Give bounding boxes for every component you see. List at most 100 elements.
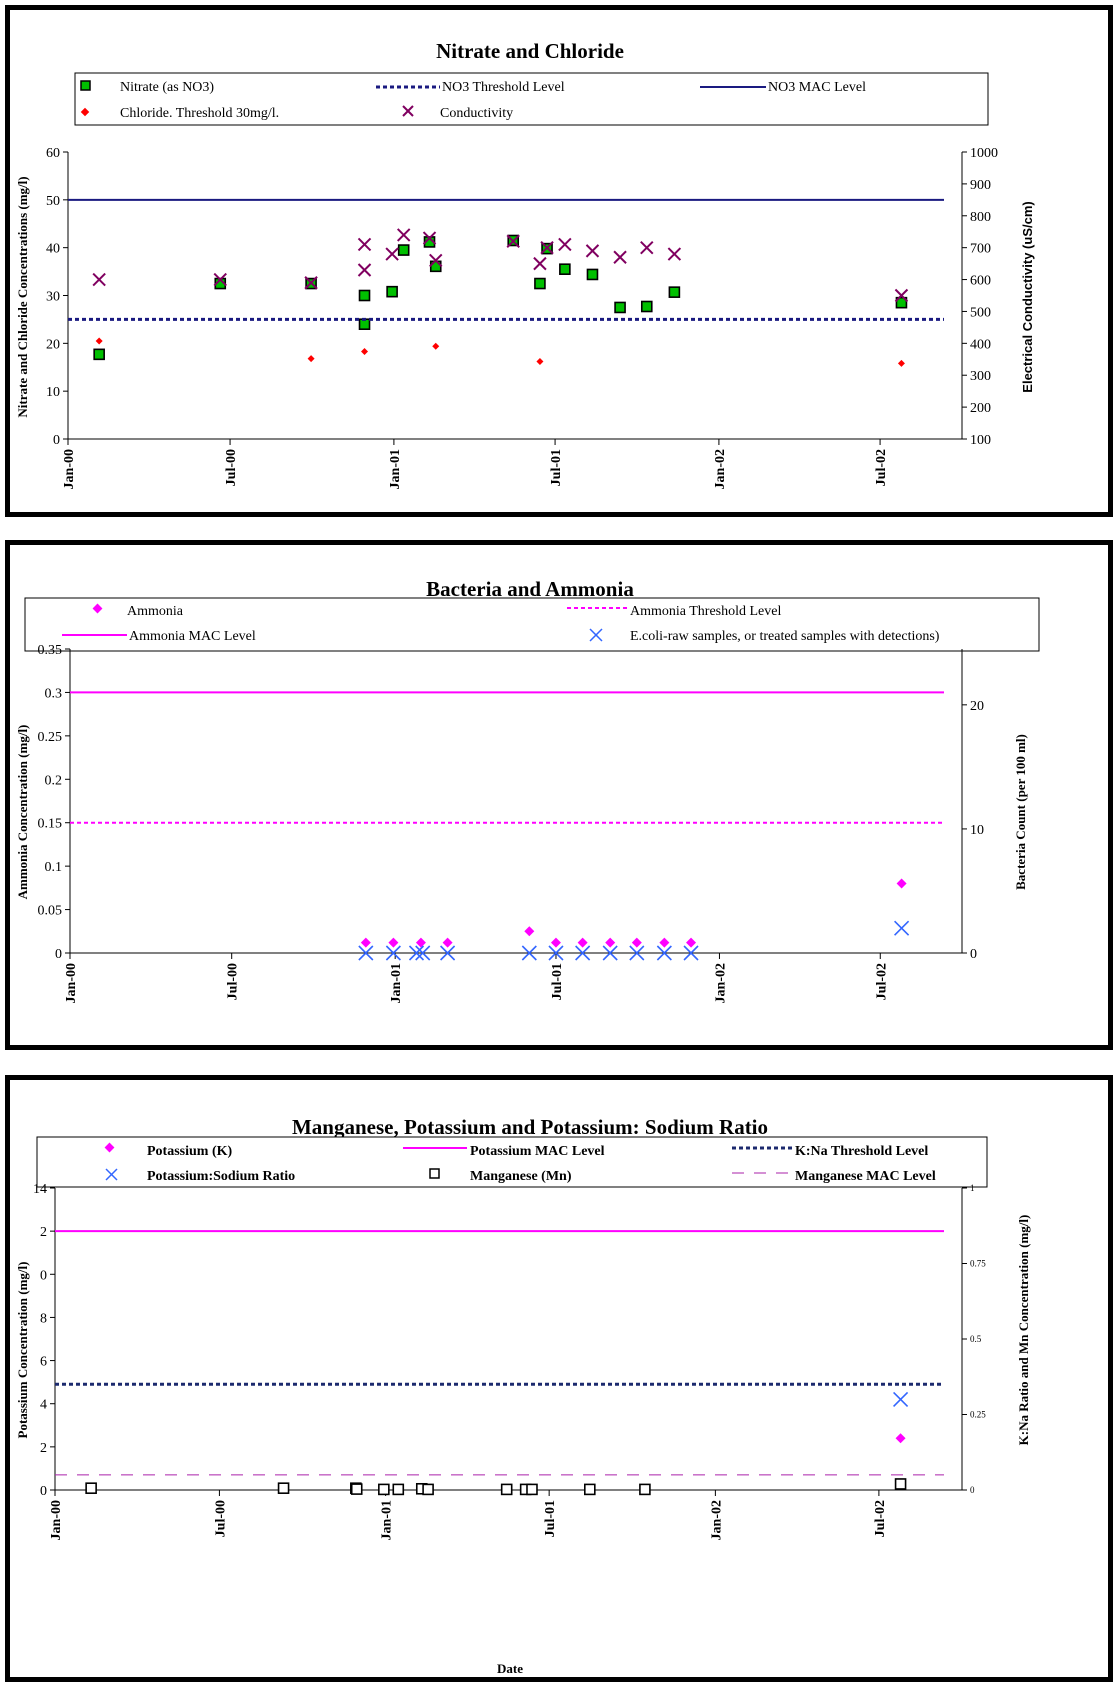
nitrate-chloride-chart: Nitrate and Chloride Nitrate (as NO3) NO… — [15, 39, 1035, 489]
data-point — [397, 244, 410, 256]
legend-marker-potassium — [104, 1142, 115, 1153]
chart-title: Manganese, Potassium and Potassium: Sodi… — [292, 1115, 768, 1139]
x-tick-label: Jul-02 — [873, 1500, 888, 1537]
legend-label-potassium-mac: Potassium MAC Level — [470, 1144, 605, 1159]
legend-marker-ecoli — [589, 628, 603, 642]
data-point — [442, 937, 453, 948]
data-point — [536, 358, 544, 366]
x-tick-label: Jul-02 — [874, 449, 889, 486]
data-point — [360, 937, 371, 948]
y-tick-label: 0.2 — [45, 773, 63, 788]
legend-label-ammonia: Ammonia — [127, 604, 184, 619]
y-axis-label: Nitrate and Chloride Concentrations (mg/… — [15, 176, 30, 417]
data-point — [422, 1483, 434, 1496]
y-tick-label: 2 — [40, 1225, 47, 1240]
data-point — [585, 244, 600, 258]
y2-tick-label: 0.5 — [970, 1334, 982, 1344]
y2-tick-label: 600 — [970, 274, 991, 289]
y-tick-label: 0 — [53, 433, 60, 448]
y-tick-label: 2 — [40, 1441, 47, 1456]
data-point — [686, 937, 697, 948]
data-point — [534, 277, 546, 290]
x-tick-label: Jan-02 — [713, 449, 728, 489]
y-tick-label: 14 — [33, 1182, 47, 1197]
legend-label-no3-mac: NO3 MAC Level — [768, 80, 866, 95]
y2-axis-label: Electrical Conductivity (uS/cm) — [1020, 201, 1035, 392]
data-point — [605, 937, 616, 948]
data-point — [558, 237, 572, 252]
bacteria-ammonia-chart: Bacteria and Ammonia Ammonia Ammonia Thr… — [15, 577, 1040, 1003]
y-tick-label: 6 — [40, 1355, 47, 1370]
x-tick-label: Jul-00 — [224, 449, 239, 486]
data-point — [396, 228, 411, 242]
x-tick-label: Jul-00 — [213, 1500, 228, 1537]
data-point — [575, 945, 591, 961]
data-point — [613, 250, 627, 264]
y2-tick-label: 800 — [970, 210, 991, 225]
x-tick-label: Jul-01 — [550, 963, 565, 1000]
x-tick-label: Jan-02 — [713, 963, 728, 1003]
y-tick-label: 4 — [40, 1398, 47, 1413]
data-point — [358, 945, 374, 961]
legend-box — [36, 1136, 988, 1188]
y2-axis-label: Bacteria Count (per 100 ml) — [1013, 734, 1028, 890]
data-point — [667, 247, 682, 261]
y-tick-label: 40 — [46, 242, 60, 257]
data-point — [388, 937, 399, 948]
legend-label-nitrate: Nitrate (as NO3) — [120, 80, 214, 95]
data-point — [415, 945, 431, 961]
data-point — [85, 1482, 97, 1494]
legend-marker-kna-ratio — [105, 1168, 118, 1181]
legend-marker-ammonia — [92, 603, 103, 614]
legend-label-manganese: Manganese (Mn) — [470, 1169, 572, 1184]
data-point — [277, 1482, 290, 1494]
legend-label-ammonia-mac: Ammonia MAC Level — [129, 629, 256, 644]
data-point — [358, 289, 371, 302]
legend-label-manganese-mac: Manganese MAC Level — [795, 1169, 936, 1184]
data-point — [506, 234, 520, 248]
legend-label-no3-threshold: NO3 Threshold Level — [442, 80, 565, 95]
data-point — [357, 263, 372, 277]
data-point — [386, 285, 398, 298]
data-point — [385, 247, 399, 261]
x-tick-label: Jul-01 — [549, 449, 564, 486]
data-point — [526, 1483, 538, 1496]
data-point — [656, 945, 672, 961]
data-point — [392, 1483, 405, 1496]
data-point — [683, 945, 699, 961]
y2-tick-label: 900 — [970, 178, 991, 193]
y-axis-label: Ammonia Concentration (mg/l) — [15, 725, 30, 900]
chart-title: Nitrate and Chloride — [436, 39, 624, 63]
data-point — [95, 337, 103, 345]
data-point — [429, 253, 443, 268]
data-point — [640, 240, 654, 255]
legend-label-ecoli: E.coli-raw samples, or treated samples w… — [630, 629, 940, 644]
data-point — [304, 276, 318, 290]
x-tick-label: Jul-00 — [226, 963, 241, 1000]
legend: Ammonia Ammonia Threshold Level Ammonia … — [62, 603, 940, 644]
x-tick-label: Jan-01 — [388, 449, 403, 489]
data-point — [92, 272, 106, 287]
legend-box — [24, 597, 1040, 652]
legend: Nitrate (as NO3) NO3 Threshold Level NO3… — [80, 80, 866, 121]
data-point — [550, 937, 561, 948]
data-point — [659, 937, 670, 948]
data-point — [357, 237, 372, 252]
data-point — [897, 359, 905, 367]
y2-tick-label: 200 — [970, 401, 991, 416]
y2-tick-label: 100 — [970, 433, 991, 448]
y-tick-label: 50 — [46, 194, 60, 209]
plot-area: 0 0.05 0.1 0.15 0.2 0.25 0.3 0.35 0 10 20 Jan-00 Jul… — [38, 643, 985, 1003]
data-point — [378, 1483, 390, 1496]
data-point — [93, 348, 105, 361]
plot-area: 0 10 20 30 40 50 60 100 200 300 400 500 600 700 800 900… — [46, 146, 998, 489]
data-point — [415, 937, 426, 948]
chart-title: Bacteria and Ammonia — [426, 577, 634, 601]
data-point — [440, 945, 456, 961]
legend-label-conductivity: Conductivity — [440, 106, 513, 121]
legend-marker-conductivity — [402, 105, 414, 117]
y2-tick-label: 400 — [970, 337, 991, 352]
data-point — [893, 1391, 909, 1407]
y2-tick-label: 0 — [970, 947, 977, 962]
legend-label-chloride: Chloride. Threshold 30mg/l. — [120, 106, 279, 121]
